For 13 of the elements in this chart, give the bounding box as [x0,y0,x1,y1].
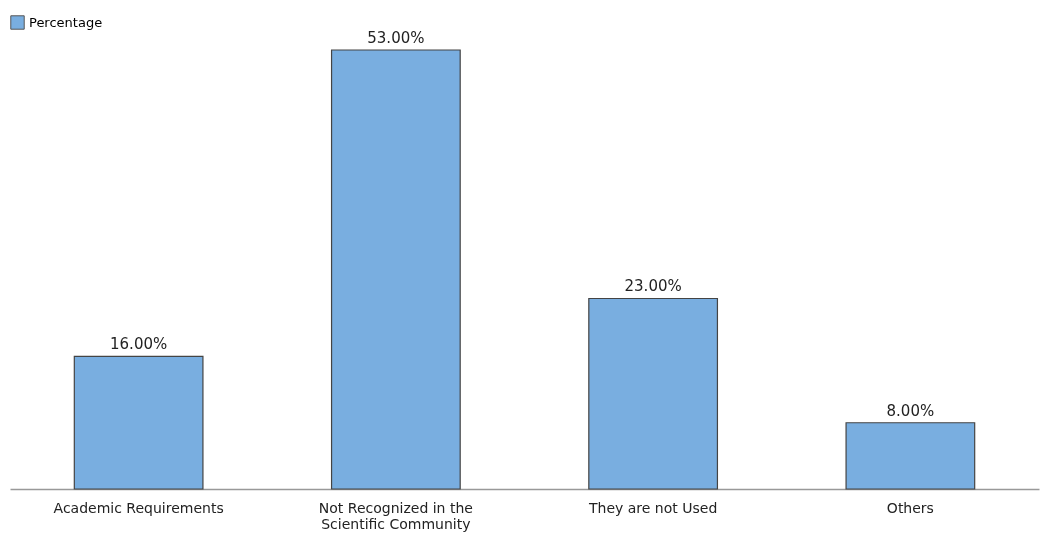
data-label: 16.00% [110,335,168,354]
data-label: 8.00% [886,401,935,420]
x-tick-label: Others [886,499,934,516]
legend-label: Percentage [29,14,103,30]
x-tick-label: They are not Used [587,499,718,516]
data-label: 53.00% [367,29,425,47]
bar [73,355,204,490]
x-tick-label: Academic Requirements [53,499,224,516]
data-label: 23.00% [624,277,682,296]
bar [330,49,461,490]
x-tick-label: Not Recognized in the Scientific Community [318,499,473,532]
bar [588,297,719,490]
bar [845,422,976,490]
